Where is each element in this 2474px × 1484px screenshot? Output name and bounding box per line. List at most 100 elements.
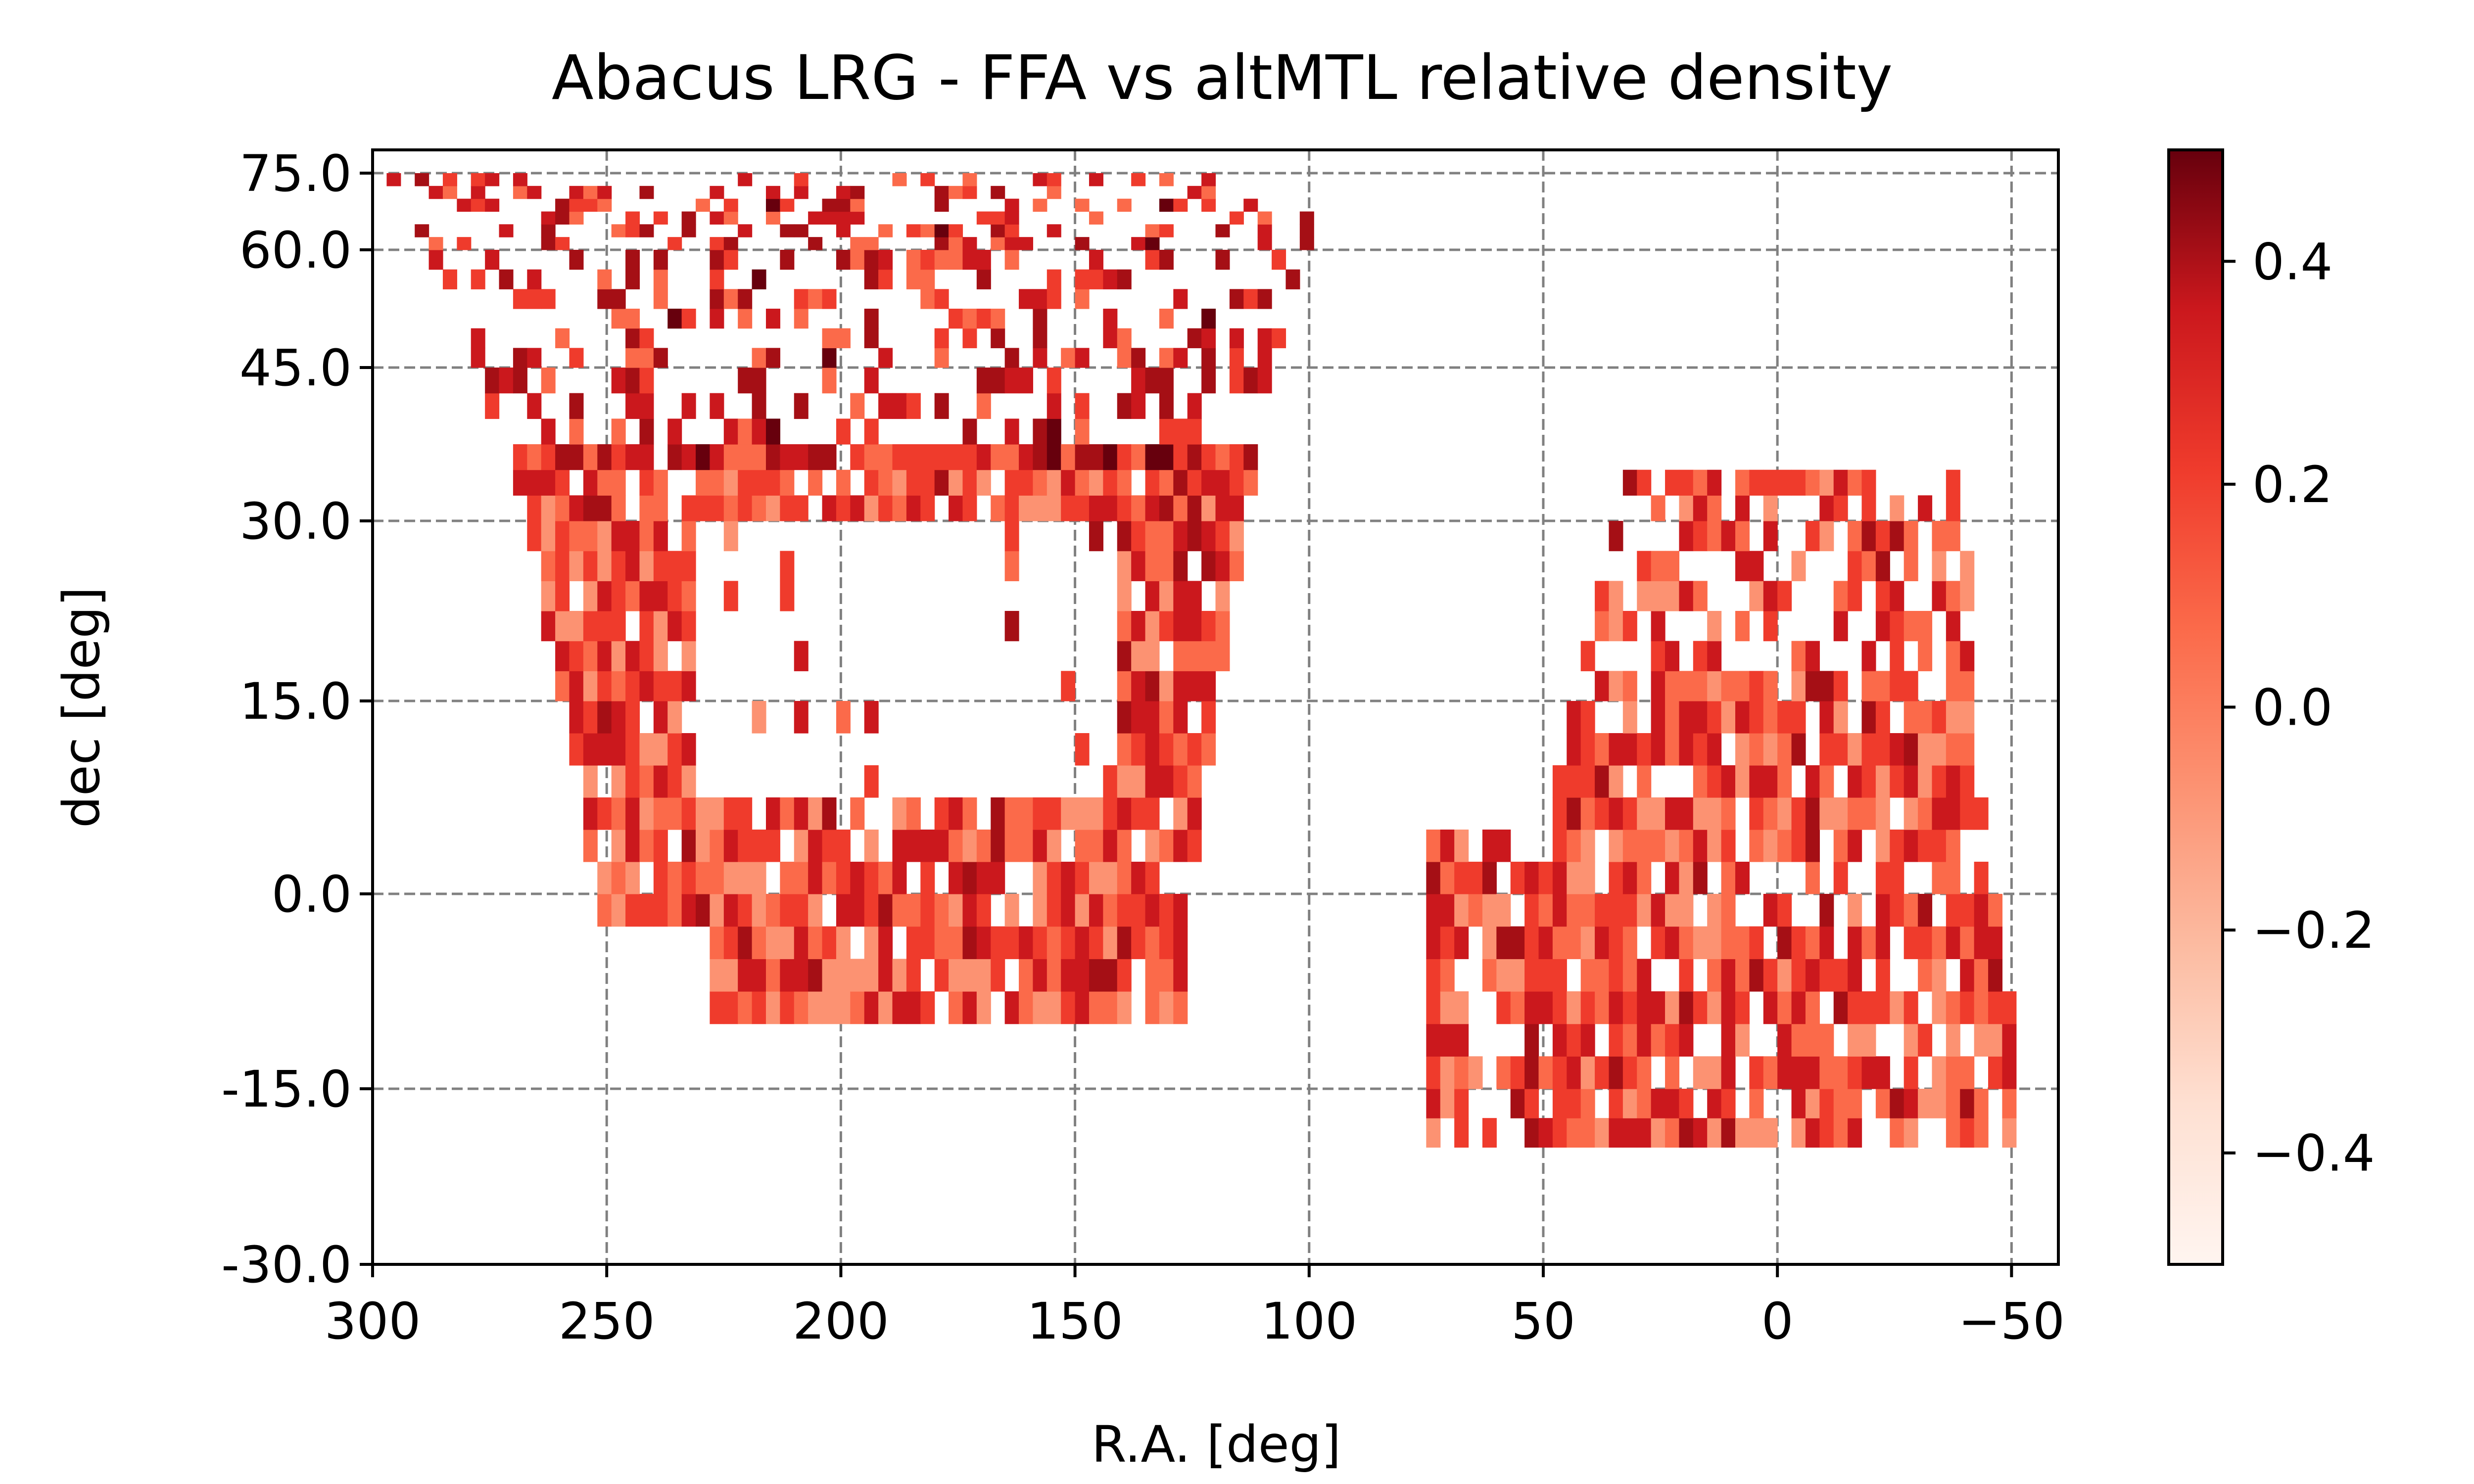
density-cell [667, 551, 682, 581]
density-cell [1693, 862, 1708, 894]
density-cell [681, 797, 696, 830]
density-cell [1019, 289, 1034, 309]
density-cell [949, 926, 963, 959]
density-cell [976, 444, 991, 470]
density-cell [949, 830, 963, 862]
density-cell [1004, 418, 1019, 445]
density-cell [1580, 862, 1595, 894]
density-cell [1019, 495, 1034, 521]
density-cell [1763, 521, 1778, 552]
density-cell [1047, 797, 1061, 830]
density-cell [710, 211, 724, 225]
density-cell [1791, 991, 1806, 1024]
density-cell [1089, 521, 1103, 552]
density-cell [1187, 733, 1202, 766]
density-cell [1229, 495, 1244, 521]
density-cell [1117, 611, 1132, 642]
density-cell [1918, 701, 1933, 734]
density-cell [1440, 830, 1455, 862]
density-cell [1735, 469, 1750, 496]
density-cell [1707, 830, 1722, 862]
density-cell [934, 393, 949, 419]
density-cell [611, 469, 626, 496]
density-cell [1426, 894, 1441, 927]
density-cell [1201, 733, 1216, 766]
density-cell [696, 469, 710, 496]
density-cell [1861, 551, 1876, 581]
density-cell [934, 328, 949, 348]
density-cell [1749, 733, 1764, 766]
density-cell [808, 894, 823, 927]
density-cell [1833, 733, 1848, 766]
density-cell [1903, 830, 1918, 862]
density-cell [625, 701, 640, 734]
density-cell [1580, 830, 1595, 862]
density-cell [1004, 797, 1019, 830]
density-cell [934, 469, 949, 496]
density-cell [1693, 701, 1708, 734]
density-cell [976, 469, 991, 496]
density-cell [1159, 551, 1174, 581]
density-cell [1903, 671, 1918, 701]
density-cell [1117, 581, 1132, 611]
density-cell [1735, 862, 1750, 894]
density-cell [836, 186, 851, 199]
density-cell [1932, 959, 1947, 992]
density-cell [1075, 269, 1090, 289]
density-cell [1033, 991, 1047, 1024]
density-cell [1707, 765, 1722, 798]
density-cell [949, 495, 963, 521]
density-cell [1131, 237, 1146, 250]
density-cell [780, 224, 795, 237]
density-cell [583, 444, 598, 470]
density-cell [1848, 469, 1862, 496]
density-cell [1440, 894, 1455, 927]
density-cell [808, 959, 823, 992]
density-cell [1609, 862, 1623, 894]
density-cell [1103, 328, 1118, 348]
density-cell [1988, 894, 2003, 927]
density-cell [864, 309, 879, 329]
density-cell [1145, 611, 1160, 642]
density-cell [1580, 959, 1595, 992]
density-cell [1075, 393, 1090, 419]
density-cell [1187, 671, 1202, 701]
density-cell [723, 797, 738, 830]
density-cell [1159, 521, 1174, 552]
y-axis-label: dec [deg] [52, 587, 111, 828]
density-cell [1004, 495, 1019, 521]
density-cell [976, 393, 991, 419]
density-cell [527, 521, 542, 552]
density-cell [1861, 926, 1876, 959]
density-cell [1131, 173, 1146, 186]
density-cell [1595, 959, 1610, 992]
density-cell [1890, 521, 1904, 552]
density-cell [569, 348, 584, 368]
density-cell [1651, 701, 1665, 734]
density-cell [1524, 1118, 1539, 1148]
density-cell [1061, 894, 1076, 927]
density-cell [962, 309, 977, 329]
density-cell [1749, 1089, 1764, 1118]
density-cell [962, 926, 977, 959]
density-cell [1524, 862, 1539, 894]
x-axis-ticks: 300 250 200 150 100 50 0 −50 [325, 1264, 2065, 1351]
density-cell [1946, 733, 1960, 766]
density-cell [1890, 581, 1904, 611]
density-cell [1918, 926, 1933, 959]
density-cell [1440, 1089, 1455, 1118]
density-cell [1721, 671, 1736, 701]
density-cell [1665, 830, 1680, 862]
density-cell [1665, 641, 1680, 671]
density-cell [1201, 611, 1216, 642]
density-cell [723, 444, 738, 470]
density-cell [1159, 959, 1174, 992]
density-cell [752, 701, 766, 734]
density-cell [1510, 926, 1525, 959]
x-tick-label: 100 [1261, 1292, 1357, 1351]
density-cell [723, 237, 738, 250]
density-cell [1805, 797, 1820, 830]
density-cell [1047, 289, 1061, 309]
density-cell [864, 418, 879, 445]
density-cell [1454, 1118, 1469, 1148]
